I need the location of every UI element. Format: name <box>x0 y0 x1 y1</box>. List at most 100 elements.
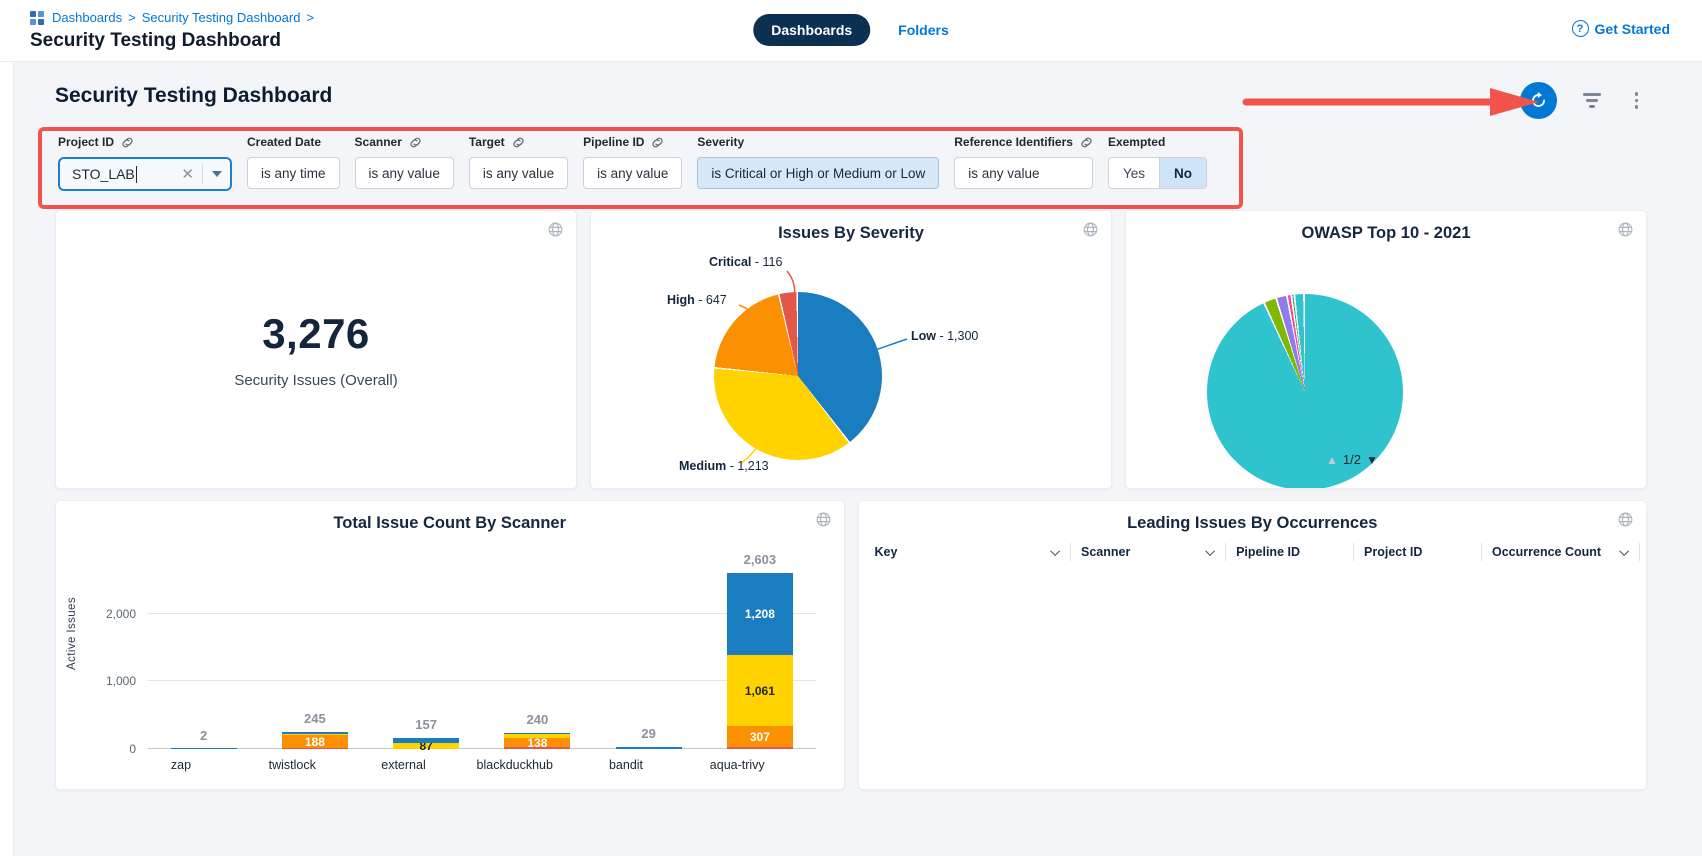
bar-bandit[interactable]: 29 bandit <box>593 553 704 772</box>
column-label: Key <box>874 545 898 559</box>
x-category-label: external <box>381 758 426 772</box>
page-up-icon[interactable]: ▲ <box>1326 452 1338 467</box>
column-label: Occurrence Count <box>1492 545 1602 559</box>
dropdown-caret-icon[interactable] <box>212 171 222 177</box>
tile-total-issue-count-by-scanner: Total Issue Count By Scanner Active Issu… <box>55 500 845 790</box>
bar-segment-orange[interactable] <box>281 735 348 748</box>
column-header-occurrence-count[interactable]: Occurrence Count <box>1481 543 1640 561</box>
y-tick-label: 2,000 <box>105 606 136 621</box>
exempted-yes-option[interactable]: Yes <box>1122 165 1145 181</box>
bar-segment-red[interactable] <box>726 747 793 749</box>
bar-segment-yellow[interactable] <box>393 743 460 749</box>
filter-label: Severity <box>697 135 745 149</box>
link-icon <box>652 137 664 147</box>
exempted-toggle: Yes No <box>1107 157 1207 189</box>
filter-label: Target <box>468 135 505 149</box>
breadcrumb-separator: > <box>306 10 315 25</box>
globe-icon <box>1083 222 1098 237</box>
breadcrumb-dashboards[interactable]: Dashboards <box>52 10 123 25</box>
pie-label-medium: Medium - 1,213 <box>679 459 769 473</box>
top-header: Dashboards > Security Testing Dashboard … <box>0 0 1702 62</box>
globe-icon <box>816 512 830 527</box>
stat-label: Security Issues (Overall) <box>234 372 398 389</box>
filter-row: Project ID STO_LAB ✕ Created Date is any… <box>58 135 1207 191</box>
bar-twistlock[interactable]: 188 245 twistlock <box>259 553 370 772</box>
gridline <box>148 612 816 614</box>
sort-chevron-icon[interactable] <box>1205 545 1216 556</box>
bar-blackduckhub[interactable]: 138 240 blackduckhub <box>477 553 593 772</box>
gridline <box>148 680 816 682</box>
column-label: Scanner <box>1081 545 1131 559</box>
segment-value-label: 1,208 <box>744 606 775 621</box>
text-caret <box>135 165 138 183</box>
get-started-link[interactable]: ? Get Started <box>1571 20 1670 37</box>
bar-segment-blue[interactable] <box>170 748 237 749</box>
clear-icon[interactable]: ✕ <box>181 166 194 183</box>
link-icon <box>513 137 524 147</box>
bar-aqua-trivy[interactable]: 307 1,061 1,208 2,603 aqua-trivy <box>704 552 815 772</box>
breadcrumb: Dashboards > Security Testing Dashboard … <box>30 10 314 25</box>
filter-label: Project ID <box>58 135 115 149</box>
column-header-pipeline-id[interactable]: Pipeline ID <box>1225 543 1353 561</box>
bar-segment-blue[interactable] <box>504 732 571 734</box>
chart-title: Leading Issues By Occurrences <box>1127 514 1378 532</box>
bar-segment-blue[interactable] <box>393 738 460 744</box>
stat-value: 3,276 <box>262 310 370 357</box>
project-id-value: STO_LAB <box>72 166 135 182</box>
tile-issues-by-severity: Issues By Severity Critical - 116 High -… <box>590 210 1112 489</box>
tab-folders[interactable]: Folders <box>898 22 949 38</box>
pie-pagination: ▲ 1/2 ▼ <box>1326 452 1378 467</box>
sort-chevron-icon[interactable] <box>1050 545 1061 556</box>
bar-total-label: 2,603 <box>743 552 777 568</box>
exempted-no-option[interactable]: No <box>1158 158 1206 188</box>
reference-identifiers-chip[interactable]: is any value <box>954 157 1093 189</box>
header-tabs: Dashboards Folders <box>753 14 949 46</box>
bar-segment-orange[interactable] <box>726 726 793 748</box>
y-tick-label: 1,000 <box>105 674 136 689</box>
dashboards-grid-icon <box>30 10 44 25</box>
column-header-key[interactable]: Key <box>865 543 1071 561</box>
more-options-kebab-icon[interactable] <box>1627 88 1647 113</box>
owasp-pie-chart[interactable] <box>1207 294 1403 488</box>
bar-zap[interactable]: 2 zap <box>148 553 259 772</box>
sort-chevron-icon[interactable] <box>1619 545 1630 556</box>
bar-segment-yellow[interactable] <box>504 733 571 738</box>
table-body-empty <box>864 567 1640 779</box>
column-label: Project ID <box>1364 545 1423 559</box>
project-id-input[interactable]: STO_LAB ✕ <box>58 157 232 191</box>
bar-segment-yellow[interactable] <box>281 733 348 736</box>
column-header-scanner[interactable]: Scanner <box>1070 543 1225 561</box>
bar-external[interactable]: 87 157 external <box>371 553 482 772</box>
pipeline-id-chip[interactable]: is any value <box>583 157 683 189</box>
severity-pie-chart[interactable] <box>714 292 882 460</box>
x-category-label: bandit <box>608 758 644 772</box>
segment-value-label: 188 <box>304 734 325 749</box>
target-chip[interactable]: is any value <box>468 157 569 189</box>
bar-segment-yellow[interactable] <box>726 654 793 727</box>
divider <box>202 164 203 184</box>
scanner-chip[interactable]: is any value <box>354 157 454 189</box>
y-axis-label: Active Issues <box>66 597 78 670</box>
column-header-project-id[interactable]: Project ID <box>1353 543 1481 561</box>
filter-button[interactable] <box>1579 89 1605 112</box>
breadcrumb-current-dashboard[interactable]: Security Testing Dashboard <box>141 10 301 25</box>
bar-segment-red[interactable] <box>504 747 571 749</box>
page-down-icon[interactable]: ▼ <box>1365 452 1378 467</box>
created-date-chip[interactable]: is any time <box>247 157 340 189</box>
severity-chip[interactable]: is Critical or High or Medium or Low <box>697 157 940 189</box>
globe-icon <box>1618 222 1633 237</box>
gridline <box>148 748 816 749</box>
refresh-button[interactable] <box>1519 82 1557 119</box>
bar-segment-blue[interactable] <box>281 732 348 734</box>
y-tick-label: 0 <box>129 742 136 756</box>
bar-total-label: 240 <box>526 711 549 727</box>
x-category-label: blackduckhub <box>476 758 553 772</box>
tab-dashboards[interactable]: Dashboards <box>753 14 871 46</box>
bar-segment-blue[interactable] <box>726 573 793 655</box>
bar-segment-blue[interactable] <box>615 747 682 749</box>
help-question-icon: ? <box>1571 20 1589 37</box>
bar-segment-red[interactable] <box>281 748 348 749</box>
bar-segment-orange[interactable] <box>504 737 571 748</box>
table-header-row: Key Scanner Pipeline ID Project ID Occurrenc… <box>865 539 1641 565</box>
bar-total-label: 29 <box>641 726 656 742</box>
